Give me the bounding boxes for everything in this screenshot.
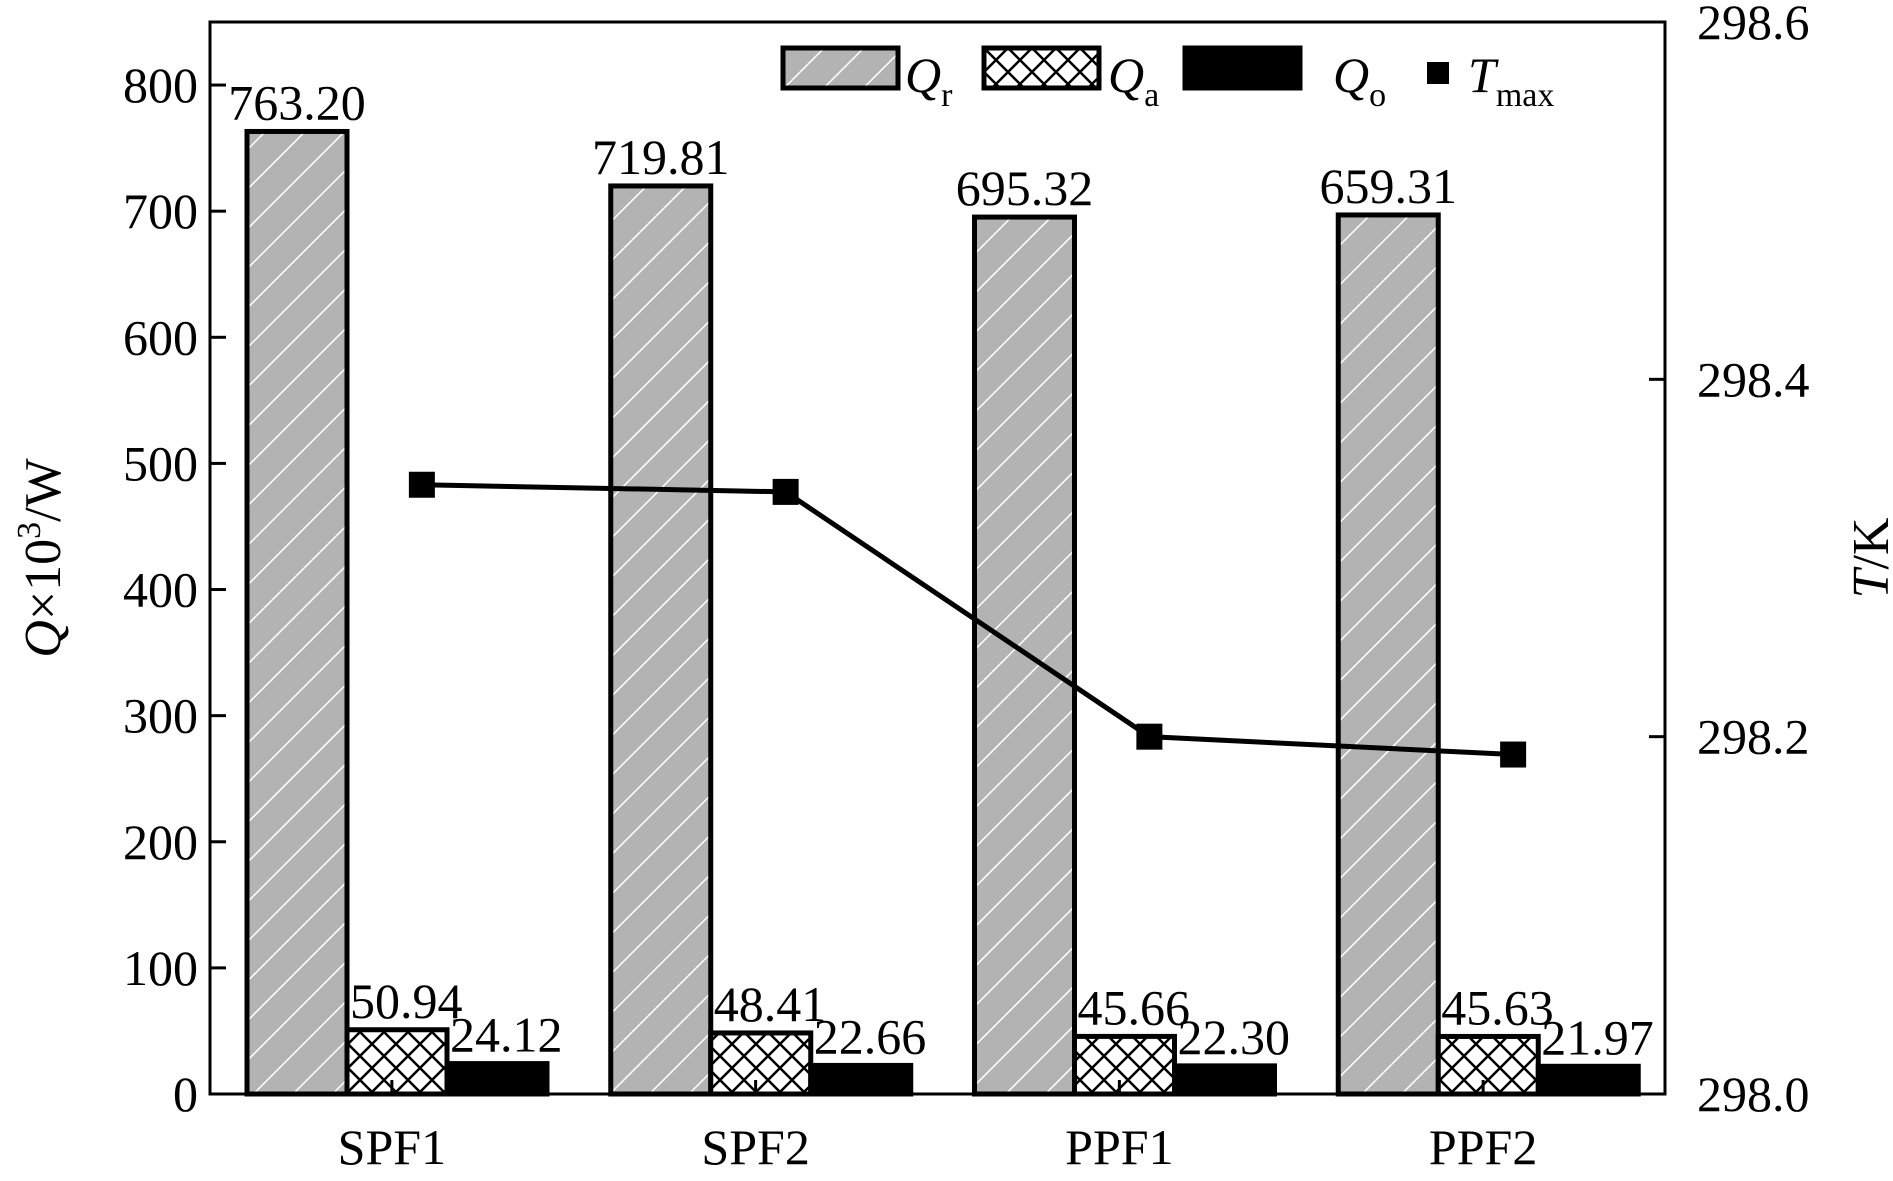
y-left-tick-label: 800: [123, 57, 198, 113]
y-right-tick-label: 298.0: [1697, 1066, 1810, 1122]
point-tmax-ppf1: [1136, 723, 1163, 750]
data-label-qa-spf2: 48.41: [714, 976, 827, 1032]
y-left-tick-label: 100: [123, 940, 198, 996]
x-tick-label-ppf2: PPF2: [1429, 1119, 1537, 1175]
bar-qo-spf1: [444, 1061, 550, 1097]
legend-label-qr: Qr: [905, 47, 953, 114]
data-label-qa-ppf1: 45.66: [1078, 979, 1191, 1035]
axes-layer: 0 100 200 300 400 500 600 700 800 298.0 298.2 298.4…: [11, 0, 1893, 1175]
bar-qo-ppf1: [1172, 1063, 1277, 1097]
data-label-qo-spf2: 22.66: [814, 1008, 927, 1064]
legend-swatch-qo: [1182, 45, 1303, 91]
legend-label-sub: o: [1369, 77, 1386, 114]
bar-qo-ppf2: [1535, 1063, 1641, 1097]
bars-layer: [244, 128, 1641, 1097]
legend-label-sub: a: [1144, 77, 1159, 114]
data-label-qo-spf1: 24.12: [450, 1007, 563, 1063]
bar-qa-spf2: [708, 1030, 814, 1097]
bar-qo-spf2: [808, 1062, 914, 1097]
y-left-tick-label: 600: [123, 309, 198, 365]
bar-qa-spf1: [344, 1027, 450, 1097]
y-right-title-var: T: [1843, 566, 1893, 598]
point-tmax-spf1: [408, 471, 435, 498]
x-tick-label-spf2: SPF2: [701, 1119, 809, 1175]
bar-qa-ppf2: [1435, 1033, 1541, 1097]
y-left-tick-label: 500: [123, 435, 198, 491]
data-label-qr-spf1: 763.20: [228, 74, 366, 130]
legend-marker-tmax: [1427, 62, 1449, 84]
legend-label-var: Q: [1108, 47, 1144, 103]
y-left-axis-title: Q×103/W: [11, 458, 72, 657]
legend-label-var: T: [1468, 47, 1499, 103]
data-label-qa-ppf2: 45.63: [1441, 979, 1554, 1035]
y-left-tick-label: 0: [173, 1066, 198, 1122]
y-left-title-mult: ×10: [15, 539, 72, 620]
y-right-tick-label: 298.6: [1697, 0, 1810, 50]
legend-label-qa: Qa: [1108, 47, 1159, 114]
y-left-title-sup: 3: [11, 522, 48, 539]
x-tick-label-ppf1: PPF1: [1065, 1119, 1173, 1175]
y-left-title-unit: /W: [15, 458, 72, 522]
point-tmax-spf2: [772, 478, 799, 505]
bar-qr-spf1: [244, 128, 350, 1097]
y-right-tick-label: 298.2: [1697, 709, 1810, 765]
data-label-qr-ppf1: 695.32: [956, 160, 1094, 216]
bar-qa-ppf1: [1072, 1033, 1177, 1097]
legend-swatch-qr: [780, 45, 901, 91]
bar-qr-ppf2: [1335, 212, 1441, 1097]
bar-qr-spf2: [608, 183, 714, 1097]
legend-label-var: Q: [905, 47, 941, 103]
y-left-title-var: Q: [15, 620, 72, 658]
data-label-qa-spf1: 50.94: [350, 973, 463, 1029]
legend-label-qo: Qo: [1333, 47, 1386, 114]
legend-label-tmax: Tmax: [1468, 47, 1554, 114]
y-left-tick-label: 300: [123, 688, 198, 744]
legend-label-sub: max: [1496, 77, 1555, 114]
y-left-tick-label: 400: [123, 562, 198, 618]
legend-label-var: Q: [1333, 47, 1369, 103]
line-tmax: [421, 482, 1514, 758]
line-layer: [408, 471, 1527, 768]
y-left-tick-label: 200: [123, 814, 198, 870]
data-label-qr-ppf2: 659.31: [1320, 158, 1458, 214]
y-right-axis-title: T/K: [1843, 517, 1893, 598]
y-right-title-unit: /K: [1843, 517, 1893, 569]
point-tmax-ppf2: [1500, 741, 1527, 768]
legend-swatch-qa: [981, 45, 1102, 91]
data-label-qo-ppf2: 21.97: [1541, 1009, 1654, 1065]
y-left-tick-label: 700: [123, 183, 198, 239]
legend: Qr Qa Qo Tmax: [780, 45, 1554, 114]
legend-label-sub: r: [941, 77, 953, 114]
x-tick-label-spf1: SPF1: [338, 1119, 446, 1175]
plot-frame: [208, 20, 1667, 1096]
y-right-tick-label: 298.4: [1697, 351, 1810, 407]
data-label-qo-ppf1: 22.30: [1178, 1009, 1291, 1065]
data-label-qr-spf2: 719.81: [592, 129, 730, 185]
